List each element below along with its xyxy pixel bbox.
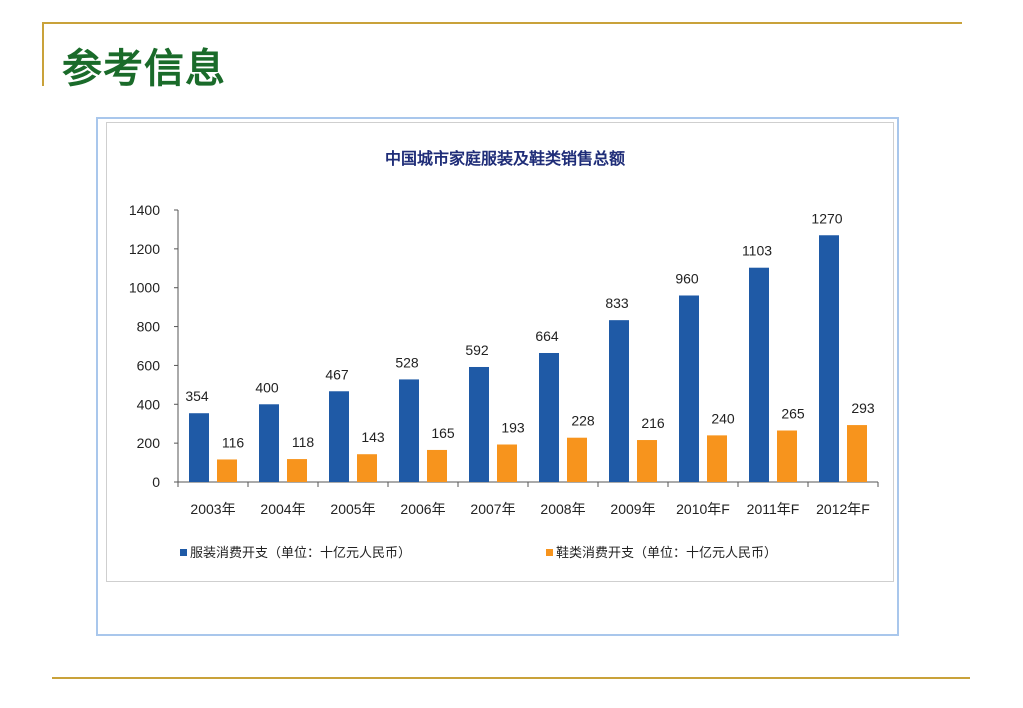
bar-apparel (819, 235, 839, 482)
slide-title: 参考信息 (62, 46, 226, 92)
title-accent-bar (42, 22, 44, 86)
data-label-apparel: 592 (465, 342, 489, 358)
bar-apparel (329, 391, 349, 482)
bar-apparel (189, 413, 209, 482)
bar-footwear (287, 459, 307, 482)
y-tick-label: 1200 (129, 241, 160, 257)
x-tick-label: 2003年 (190, 501, 235, 517)
data-label-footwear: 240 (711, 410, 735, 426)
x-tick-label: 2007年 (470, 501, 515, 517)
legend-label-apparel: 服装消费开支（单位：十亿元人民币） (190, 546, 411, 561)
data-label-footwear: 293 (851, 400, 875, 416)
bar-apparel (399, 379, 419, 482)
bar-footwear (427, 449, 447, 482)
bar-footwear (707, 435, 727, 482)
x-tick-label: 2011年F (747, 501, 800, 517)
data-label-footwear: 265 (781, 406, 805, 422)
bottom-divider (52, 677, 970, 679)
y-tick-label: 800 (137, 319, 161, 335)
bar-footwear (847, 425, 867, 482)
bar-footwear (567, 437, 587, 482)
top-divider (42, 22, 962, 24)
x-tick-label: 2004年 (260, 501, 305, 517)
data-label-footwear: 118 (292, 434, 315, 450)
y-tick-label: 400 (137, 396, 161, 412)
data-label-apparel: 354 (185, 388, 209, 404)
x-tick-label: 2012年F (816, 501, 870, 517)
data-label-apparel: 833 (605, 295, 629, 311)
data-label-apparel: 960 (675, 270, 699, 286)
data-label-apparel: 400 (255, 379, 279, 395)
chart-legend: 服装消费开支（单位：十亿元人民币） 鞋类消费开支（单位：十亿元人民币） (180, 545, 777, 561)
chart-x-tick-labels: 2003年 2004年 2005年 2006年 2007年 2008年 2009年 2010年… (190, 501, 869, 517)
x-tick-label: 2008年 (540, 501, 585, 517)
bar-footwear (637, 440, 657, 482)
bar-footwear (217, 459, 237, 482)
data-label-footwear: 228 (571, 413, 595, 429)
bar-footwear (357, 454, 377, 482)
x-tick-label: 2006年 (400, 501, 445, 517)
bar-footwear (497, 444, 517, 482)
y-tick-label: 600 (137, 357, 161, 373)
chart-bars (189, 235, 867, 482)
bar-apparel (609, 320, 629, 482)
y-tick-label: 1400 (129, 202, 160, 218)
bar-apparel (259, 404, 279, 482)
data-label-apparel: 467 (325, 366, 349, 382)
legend-swatch-apparel (180, 549, 187, 556)
data-label-apparel: 664 (535, 328, 559, 344)
legend-swatch-footwear (546, 549, 553, 556)
data-label-apparel: 1103 (742, 243, 772, 259)
data-label-apparel: 1270 (811, 210, 842, 226)
bar-apparel (469, 366, 489, 482)
bar-apparel (679, 295, 699, 482)
chart-data-labels: 354 116 400 118 467 143 528 165 592 193 664 228 833 2… (185, 210, 875, 450)
data-label-footwear: 116 (222, 434, 245, 450)
y-tick-label: 200 (137, 435, 161, 451)
y-tick-label: 1000 (129, 280, 160, 296)
bar-apparel (749, 267, 769, 482)
x-tick-label: 2005年 (330, 501, 375, 517)
y-tick-label: 0 (152, 474, 160, 490)
data-label-apparel: 528 (395, 354, 419, 370)
legend-label-footwear: 鞋类消费开支（单位：十亿元人民币） (556, 545, 777, 561)
data-label-footwear: 193 (501, 420, 525, 436)
bar-footwear (777, 430, 797, 482)
x-tick-label: 2010年F (676, 501, 730, 517)
bar-apparel (539, 352, 559, 482)
data-label-footwear: 165 (431, 425, 455, 441)
data-label-footwear: 143 (361, 429, 385, 445)
chart-title: 中国城市家庭服装及鞋类销售总额 (385, 149, 625, 168)
data-label-footwear: 216 (641, 415, 665, 431)
x-tick-label: 2009年 (610, 501, 655, 517)
